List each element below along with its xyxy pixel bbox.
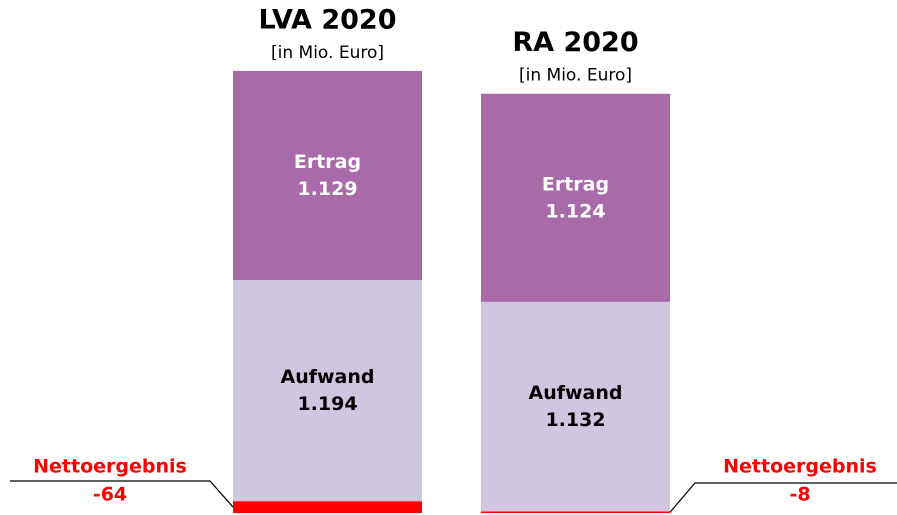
bar-segment	[233, 70, 422, 281]
bar-subtitle: [in Mio. Euro]	[271, 43, 384, 63]
segment-value: 1.194	[297, 393, 357, 415]
bar-subtitle: [in Mio. Euro]	[519, 66, 632, 86]
leader-line	[10, 480, 234, 508]
bar-segment	[481, 301, 670, 512]
leader-line	[669, 482, 897, 513]
bar-segment	[233, 501, 422, 513]
net-label: Nettoergebnis	[33, 456, 187, 478]
bar-title: LVA 2020	[259, 4, 397, 35]
segment-name: Aufwand	[529, 382, 623, 404]
net-label: Nettoergebnis	[723, 456, 877, 478]
bar-segment	[481, 93, 670, 302]
net-value: -64	[93, 484, 127, 506]
net-value: -8	[789, 484, 810, 506]
segment-name: Aufwand	[281, 366, 375, 388]
segment-name: Ertrag	[542, 173, 609, 195]
segment-value: 1.124	[545, 200, 605, 222]
segment-name: Ertrag	[294, 151, 361, 173]
bar-segment	[481, 511, 670, 513]
segment-value: 1.129	[297, 178, 357, 200]
bar-segment	[233, 280, 422, 502]
segment-value: 1.132	[545, 409, 605, 431]
bar-title: RA 2020	[512, 27, 638, 58]
